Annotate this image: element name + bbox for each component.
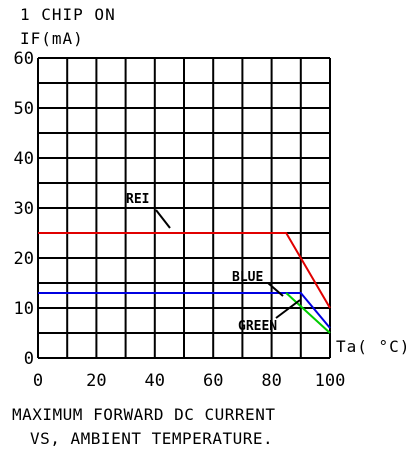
y-tick-label: 0 (24, 349, 34, 369)
x-tick-label: 60 (203, 371, 223, 391)
x-tick-label: 0 (33, 371, 43, 391)
x-tick-label: 80 (261, 371, 281, 391)
series-pointer-green (275, 299, 301, 319)
caption-line-2: VS, AMBIENT TEMPERATURE. (30, 429, 273, 448)
y-tick-label: 30 (14, 199, 34, 219)
series-label-blue: BLUE (232, 270, 263, 285)
chart-title: 1 CHIP ON (20, 5, 116, 24)
y-tick-label: 60 (14, 49, 34, 69)
x-tick-label: 100 (315, 371, 346, 391)
series-line-green (285, 292, 331, 334)
caption-line-1: MAXIMUM FORWARD DC CURRENT (12, 405, 275, 424)
series-line-blue (38, 292, 331, 329)
x-tick-label: 40 (145, 371, 165, 391)
y-tick-label: 20 (14, 249, 34, 269)
series-label-green: GREEN (238, 319, 277, 334)
y-tick-label: 10 (14, 299, 34, 319)
grid (37, 57, 331, 359)
series-labels: REI BLUE GREEN (126, 192, 301, 334)
x-tick-label: 20 (86, 371, 106, 391)
series-label-red: REI (126, 192, 149, 207)
y-axis-label: IF(mA) (20, 29, 84, 48)
tick-labels: 0 20 40 60 80 100 0 10 20 30 40 50 60 (14, 49, 346, 391)
y-tick-label: 50 (14, 99, 34, 119)
x-axis-label: Ta( °C) (336, 337, 406, 356)
series-pointer-red (155, 209, 171, 229)
series-lines (38, 232, 331, 334)
series-line-red (38, 232, 331, 309)
series-pointer-blue (267, 282, 284, 297)
y-tick-label: 40 (14, 149, 34, 169)
